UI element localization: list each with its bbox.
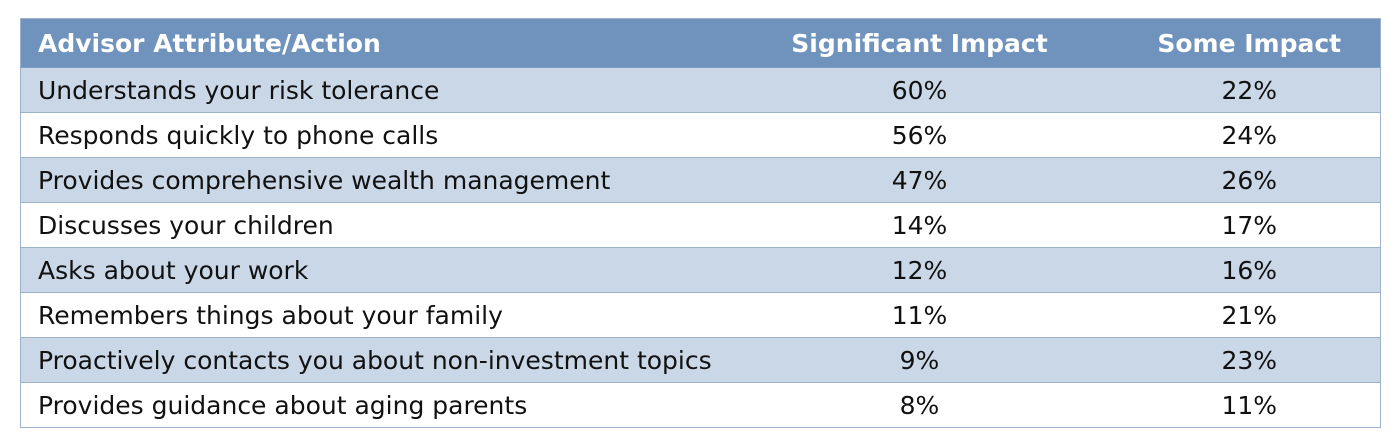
table-row: Remembers things about your family 11% 2… [20,292,1381,338]
column-header-attribute: Advisor Attribute/Action [20,18,721,68]
attribute-cell: Provides comprehensive wealth management [20,157,721,203]
some-impact-cell: 17% [1118,202,1381,248]
significant-impact-cell: 11% [720,292,1119,338]
attribute-cell: Asks about your work [20,247,721,293]
significant-impact-cell: 14% [720,202,1119,248]
header-row: Advisor Attribute/Action Significant Imp… [20,18,1381,68]
significant-impact-cell: 9% [720,337,1119,383]
some-impact-cell: 21% [1118,292,1381,338]
significant-impact-cell: 47% [720,157,1119,203]
significant-impact-cell: 60% [720,67,1119,113]
column-header-significant-impact: Significant Impact [720,18,1119,68]
some-impact-cell: 16% [1118,247,1381,293]
attribute-cell: Understands your risk tolerance [20,67,721,113]
some-impact-cell: 24% [1118,112,1381,158]
table-row: Asks about your work 12% 16% [20,247,1381,293]
attribute-cell: Proactively contacts you about non-inves… [20,337,721,383]
table-row: Provides guidance about aging parents 8%… [20,382,1381,428]
attribute-cell: Remembers things about your family [20,292,721,338]
table-row: Proactively contacts you about non-inves… [20,337,1381,383]
significant-impact-cell: 8% [720,382,1119,428]
some-impact-cell: 23% [1118,337,1381,383]
some-impact-cell: 11% [1118,382,1381,428]
some-impact-cell: 22% [1118,67,1381,113]
table-row: Provides comprehensive wealth management… [20,157,1381,203]
significant-impact-cell: 12% [720,247,1119,293]
column-header-some-impact: Some Impact [1118,18,1381,68]
some-impact-cell: 26% [1118,157,1381,203]
table-row: Understands your risk tolerance 60% 22% [20,67,1381,113]
attribute-cell: Responds quickly to phone calls [20,112,721,158]
significant-impact-cell: 56% [720,112,1119,158]
impact-table: Advisor Attribute/Action Significant Imp… [20,18,1381,428]
table-row: Responds quickly to phone calls 56% 24% [20,112,1381,158]
table-row: Discusses your children 14% 17% [20,202,1381,248]
attribute-cell: Provides guidance about aging parents [20,382,721,428]
attribute-cell: Discusses your children [20,202,721,248]
